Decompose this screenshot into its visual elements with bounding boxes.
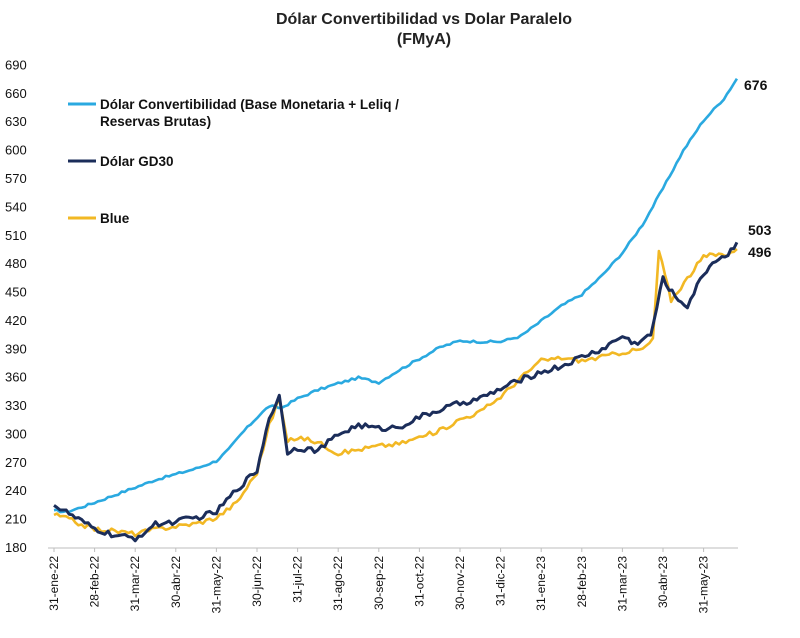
x-tick-label: 31-jul-22 bbox=[291, 556, 305, 603]
y-tick-label: 630 bbox=[5, 114, 27, 129]
x-tick-label: 31-ene-22 bbox=[47, 556, 61, 611]
chart-subtitle: (FMyA) bbox=[397, 31, 451, 48]
x-tick-label: 31-oct-22 bbox=[412, 556, 426, 607]
x-tick-label: 28-feb-22 bbox=[88, 556, 102, 608]
series-line-gd30 bbox=[53, 241, 739, 543]
y-tick-label: 240 bbox=[5, 483, 27, 498]
y-tick-label: 450 bbox=[5, 285, 27, 300]
end-label-convertibilidad: 676 bbox=[744, 77, 768, 93]
y-axis: 180 210 240 270 300 330 360 390 420 450 480 510 540 5… bbox=[5, 57, 27, 555]
series-line-blue bbox=[53, 248, 738, 538]
y-tick-label: 330 bbox=[5, 398, 27, 413]
x-tick-label: 31-ene-23 bbox=[534, 556, 548, 611]
legend-label-blue: Blue bbox=[100, 211, 130, 226]
x-tick-label: 31-mar-22 bbox=[128, 556, 142, 612]
legend: Dólar Convertibilidad (Base Monetaria + … bbox=[68, 97, 399, 226]
x-tick-label: 30-nov-22 bbox=[453, 556, 467, 610]
y-tick-label: 270 bbox=[5, 455, 27, 470]
y-tick-label: 300 bbox=[5, 426, 27, 441]
x-tick-label: 30-abr-23 bbox=[656, 556, 670, 608]
y-tick-label: 600 bbox=[5, 143, 27, 158]
x-tick-label: 30-jun-22 bbox=[250, 556, 264, 607]
x-tick-label: 31-dic-22 bbox=[494, 556, 508, 606]
legend-label-gd30: Dólar GD30 bbox=[100, 154, 174, 169]
x-tick-label: 30-abr-22 bbox=[169, 556, 183, 608]
y-tick-label: 210 bbox=[5, 512, 27, 527]
chart-title: Dólar Convertibilidad vs Dolar Paralelo bbox=[276, 11, 572, 28]
x-tick-label: 30-sep-22 bbox=[372, 556, 386, 610]
y-tick-label: 540 bbox=[5, 199, 27, 214]
y-tick-label: 390 bbox=[5, 341, 27, 356]
y-tick-label: 660 bbox=[5, 86, 27, 101]
y-tick-label: 420 bbox=[5, 313, 27, 328]
x-tick-label: 31-may-22 bbox=[209, 556, 223, 614]
end-label-blue: 496 bbox=[748, 244, 772, 260]
x-tick-label: 31-may-23 bbox=[697, 556, 711, 614]
y-tick-label: 480 bbox=[5, 256, 27, 271]
x-tick-label: 31-ago-22 bbox=[331, 556, 345, 611]
y-tick-label: 180 bbox=[5, 540, 27, 555]
y-tick-label: 510 bbox=[5, 228, 27, 243]
series-group bbox=[53, 78, 739, 543]
series-line-convertibilidad bbox=[53, 78, 739, 514]
x-axis: 31-ene-22 28-feb-22 31-mar-22 30-abr-22 31-m… bbox=[47, 548, 711, 613]
legend-label-convertibilidad-line1: Dólar Convertibilidad (Base Monetaria + … bbox=[100, 97, 399, 112]
x-tick-label: 28-feb-23 bbox=[575, 556, 589, 608]
end-label-gd30: 503 bbox=[748, 222, 772, 238]
y-tick-label: 570 bbox=[5, 171, 27, 186]
x-tick-label: 31-mar-23 bbox=[615, 556, 629, 612]
y-tick-label: 360 bbox=[5, 370, 27, 385]
legend-label-convertibilidad-line2: Reservas Brutas) bbox=[100, 114, 211, 129]
y-tick-label: 690 bbox=[5, 57, 27, 72]
